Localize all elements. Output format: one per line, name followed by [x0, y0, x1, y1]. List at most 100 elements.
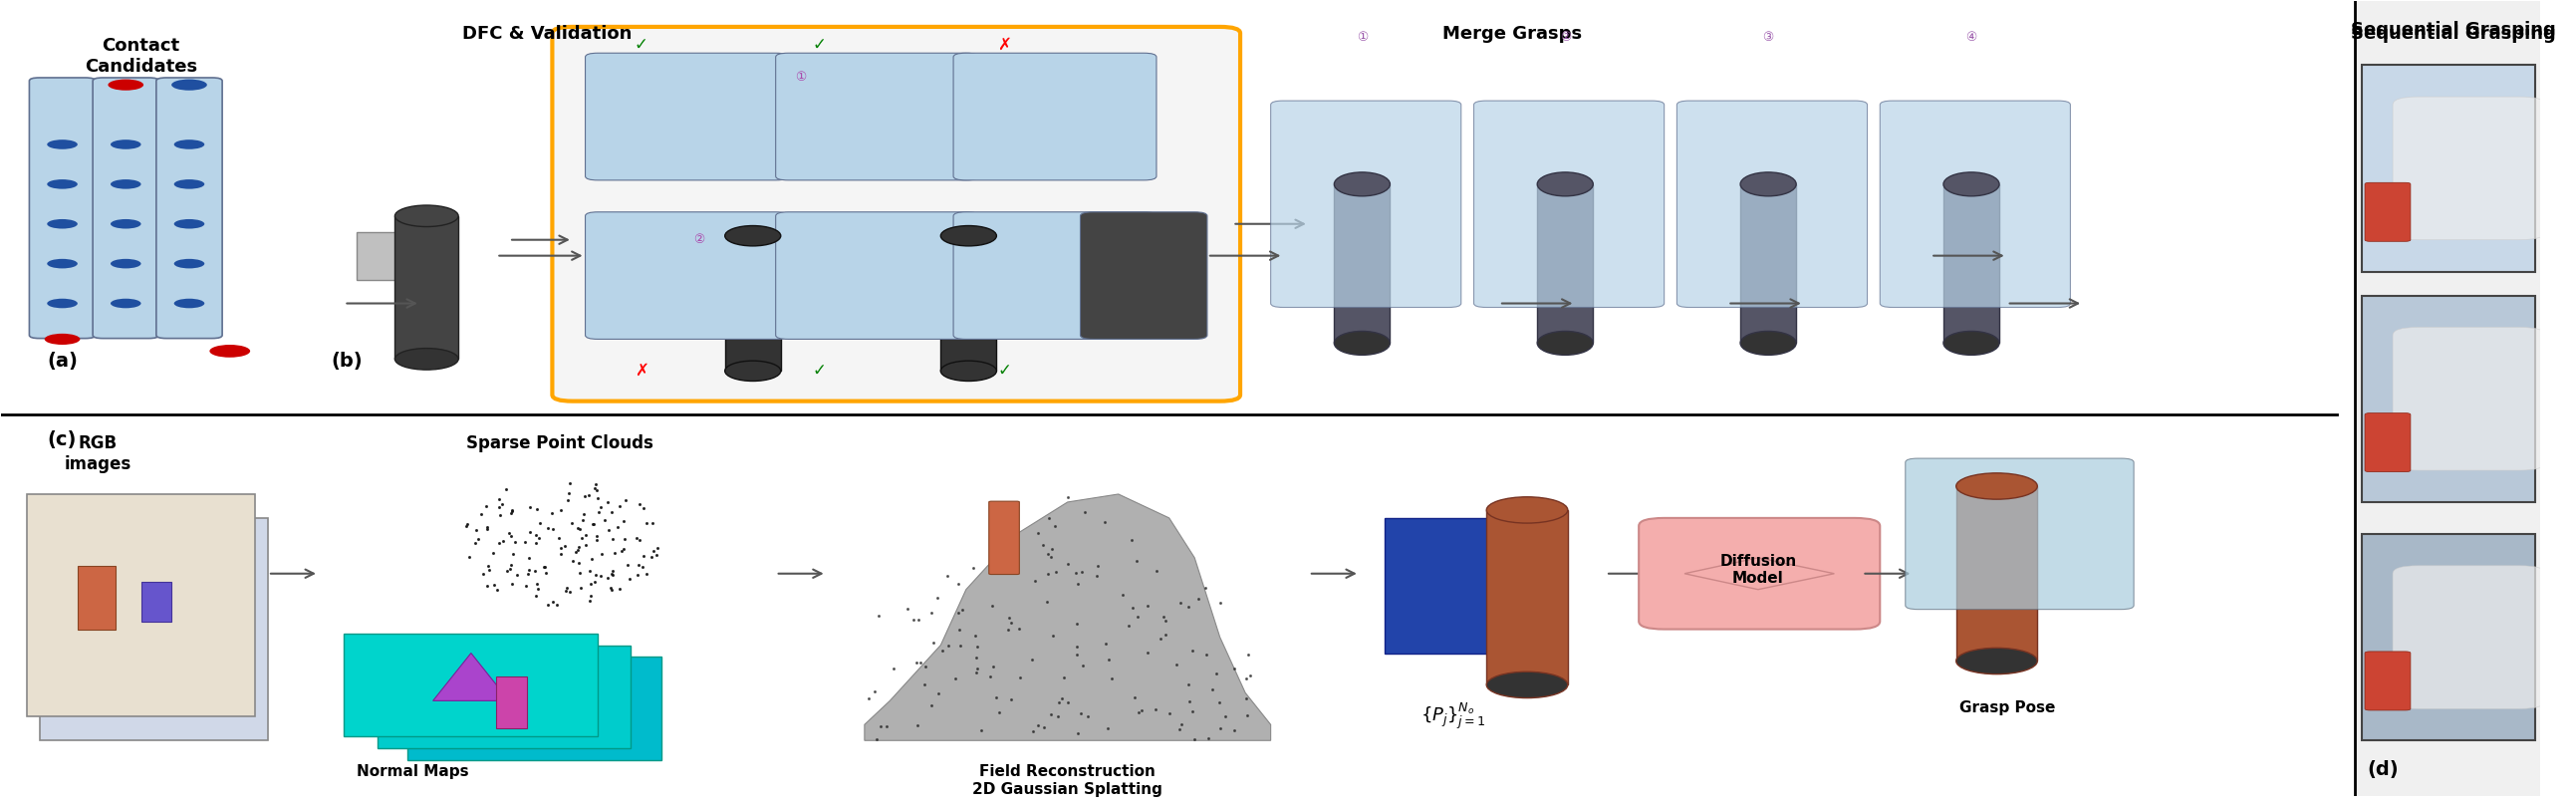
Point [912, 699, 953, 712]
Point [1172, 644, 1213, 657]
Text: Diffusion
Model: Diffusion Model [1721, 554, 1795, 586]
Point [896, 656, 938, 669]
Point [474, 547, 515, 559]
Ellipse shape [1942, 172, 1999, 196]
Point [459, 533, 500, 546]
Point [549, 487, 590, 500]
Circle shape [46, 259, 77, 268]
Point [1213, 662, 1255, 675]
FancyBboxPatch shape [2393, 327, 2545, 470]
Point [492, 505, 533, 518]
Point [574, 482, 616, 495]
Point [538, 531, 580, 544]
Point [1012, 724, 1054, 737]
Text: Sparse Point Clouds: Sparse Point Clouds [466, 435, 654, 452]
Point [574, 484, 616, 497]
Point [523, 560, 564, 573]
Point [559, 522, 600, 535]
Point [577, 491, 618, 504]
Circle shape [175, 180, 204, 189]
FancyBboxPatch shape [2365, 413, 2411, 472]
Point [582, 547, 623, 560]
Point [618, 568, 659, 581]
Ellipse shape [724, 361, 781, 381]
Point [1193, 683, 1234, 696]
Text: Sequential Grasping: Sequential Grasping [2352, 25, 2555, 43]
Point [554, 546, 595, 559]
Point [507, 551, 549, 564]
Point [1172, 705, 1213, 718]
Point [896, 718, 938, 731]
Point [1048, 491, 1090, 504]
Point [616, 531, 657, 544]
Text: ②: ② [693, 233, 706, 246]
Point [927, 639, 969, 652]
Ellipse shape [1334, 331, 1391, 355]
Ellipse shape [1538, 172, 1592, 196]
Point [562, 581, 603, 594]
Point [899, 613, 940, 625]
Point [1198, 696, 1239, 708]
Text: ✓: ✓ [811, 36, 827, 54]
Point [569, 565, 611, 578]
Point [489, 506, 531, 519]
Point [489, 530, 531, 543]
Point [1056, 727, 1097, 740]
Point [592, 568, 634, 580]
Point [1167, 679, 1208, 691]
Point [489, 527, 531, 540]
Point [912, 606, 953, 619]
Point [634, 544, 675, 557]
Text: Sequential Grasping: Sequential Grasping [2352, 21, 2555, 39]
FancyBboxPatch shape [77, 566, 116, 630]
Point [969, 670, 1010, 683]
FancyBboxPatch shape [142, 581, 173, 621]
Point [577, 530, 618, 543]
Point [1170, 695, 1211, 708]
Point [956, 667, 997, 679]
Point [994, 547, 1036, 559]
Circle shape [111, 140, 142, 149]
Point [1066, 710, 1108, 723]
Point [873, 662, 914, 675]
Point [938, 578, 979, 591]
Ellipse shape [1741, 172, 1795, 196]
Point [1033, 520, 1074, 533]
FancyBboxPatch shape [1906, 458, 2133, 609]
Point [497, 568, 538, 581]
Point [1043, 671, 1084, 683]
Circle shape [46, 219, 77, 229]
Ellipse shape [1538, 331, 1592, 355]
Point [1159, 723, 1200, 736]
Point [569, 577, 611, 590]
FancyBboxPatch shape [775, 212, 979, 339]
Point [976, 691, 1018, 704]
Point [520, 517, 562, 530]
Point [1136, 703, 1177, 716]
Point [1103, 588, 1144, 601]
Point [1087, 721, 1128, 734]
Point [492, 503, 533, 516]
Ellipse shape [394, 349, 459, 369]
Point [515, 565, 556, 578]
Text: ④: ④ [1965, 31, 1976, 43]
Point [608, 572, 649, 585]
Point [1213, 724, 1255, 737]
FancyBboxPatch shape [1386, 518, 1512, 653]
Point [992, 693, 1033, 706]
Point [1018, 526, 1059, 539]
Ellipse shape [1486, 497, 1569, 523]
Point [1025, 595, 1066, 608]
Point [464, 568, 505, 580]
Point [489, 559, 531, 572]
Bar [1955, 486, 2038, 661]
Point [1200, 597, 1242, 609]
Ellipse shape [1955, 648, 2038, 674]
Point [974, 660, 1015, 673]
Text: ②: ② [1558, 31, 1571, 43]
Point [1012, 653, 1054, 666]
Text: Grasp Pose: Grasp Pose [1958, 701, 2056, 716]
Point [1030, 551, 1072, 563]
Point [528, 522, 569, 535]
Circle shape [175, 259, 204, 268]
